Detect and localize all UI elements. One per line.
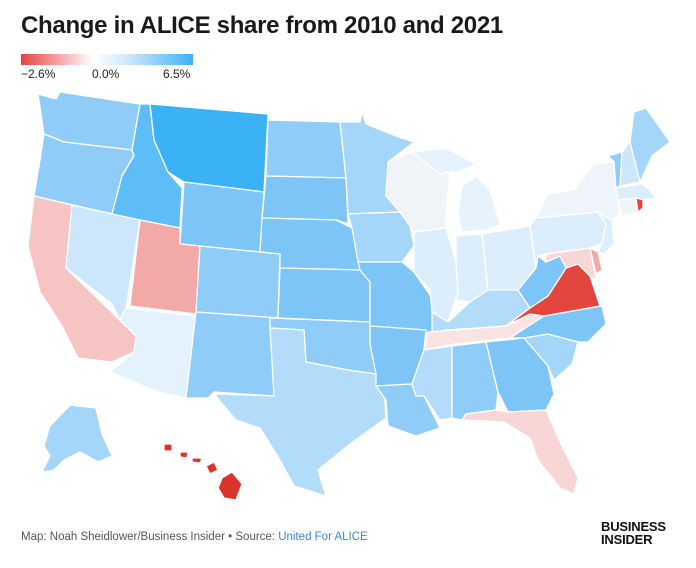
state-ct[interactable] [617, 197, 639, 217]
state-de[interactable] [589, 247, 603, 275]
state-tx[interactable] [213, 327, 387, 497]
state-vt[interactable] [607, 151, 623, 189]
state-co[interactable] [195, 245, 281, 319]
state-sd[interactable] [261, 175, 349, 225]
legend-mid-label: 0.0% [92, 67, 120, 81]
state-hi-kauai[interactable] [163, 443, 173, 452]
state-hi-molokai[interactable] [191, 457, 203, 464]
legend-max-label: 6.5% [163, 67, 191, 81]
state-nm[interactable] [185, 311, 279, 399]
state-mi[interactable] [411, 147, 501, 233]
business-insider-logo: BUSINESS INSIDER [601, 520, 681, 546]
state-ia[interactable] [347, 211, 415, 263]
source-link[interactable]: United For ALICE [278, 531, 368, 543]
credit-prefix: Map: [21, 531, 47, 543]
map-credit: Map: Noah Sheidlower/Business Insider • … [21, 531, 368, 543]
state-mn[interactable] [339, 111, 415, 215]
state-nj[interactable] [597, 211, 615, 255]
state-ny[interactable] [535, 161, 621, 221]
color-scale-legend [21, 54, 193, 65]
state-wy[interactable] [179, 181, 265, 253]
state-ks[interactable] [277, 267, 371, 323]
source-prefix: Source: [235, 531, 276, 543]
credit-author: Noah Sheidlower/Business Insider [49, 531, 225, 543]
legend-min-label: −2.6% [21, 67, 56, 81]
logo-line-1: BUSINESS [601, 519, 666, 534]
state-ma[interactable] [615, 183, 657, 201]
state-hi-oahu[interactable] [179, 451, 189, 459]
state-hi[interactable] [217, 471, 243, 501]
map-title: Change in ALICE share from 2010 and 2021 [21, 12, 503, 39]
state-fl[interactable] [461, 409, 579, 495]
state-ak[interactable] [41, 404, 113, 473]
credit-separator: • [228, 531, 233, 543]
logo-line-2: INSIDER [601, 532, 653, 547]
state-me[interactable] [629, 107, 671, 183]
state-nd[interactable] [265, 119, 347, 179]
state-hi-group[interactable] [163, 443, 243, 501]
state-hi-maui[interactable] [205, 461, 219, 475]
